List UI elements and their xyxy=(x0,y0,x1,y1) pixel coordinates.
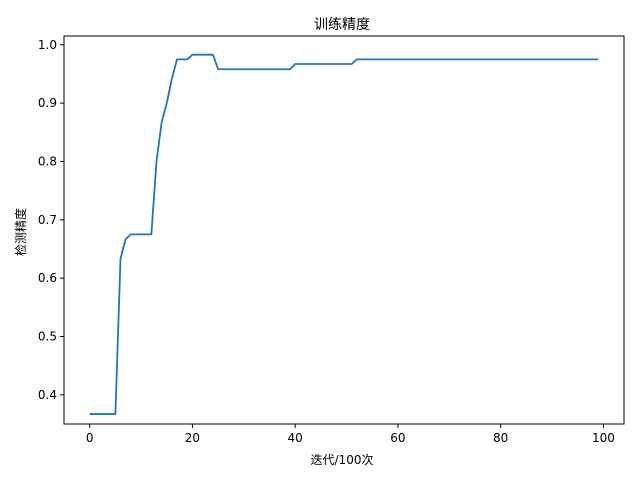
x-axis: 0 20 40 60 80 100 xyxy=(86,424,615,445)
x-axis-label: 迭代/100次 xyxy=(311,453,374,467)
series-line-0 xyxy=(89,53,599,415)
y-tick-label: 0.7 xyxy=(38,213,57,227)
y-tick-label: 0.4 xyxy=(38,388,57,402)
x-tick-label: 0 xyxy=(86,431,94,445)
plot-frame xyxy=(63,35,625,425)
chart-title: 训练精度 xyxy=(314,17,370,33)
y-tick-label: 0.5 xyxy=(38,329,57,343)
y-tick-label: 0.6 xyxy=(38,271,57,285)
x-tick-label: 100 xyxy=(592,431,615,445)
plot-area xyxy=(63,35,625,425)
x-tick-label: 80 xyxy=(493,431,508,445)
y-tick-label: 0.8 xyxy=(38,154,57,168)
y-axis-label: 检测精度 xyxy=(13,208,28,256)
x-tick-label: 60 xyxy=(390,431,405,445)
x-tick-label: 40 xyxy=(288,431,303,445)
y-axis: 0.4 0.5 0.6 0.7 0.8 0.9 1.0 xyxy=(38,38,64,402)
y-tick-label: 0.9 xyxy=(38,96,57,110)
x-tick-label: 20 xyxy=(185,431,200,445)
y-tick-label: 1.0 xyxy=(38,38,57,52)
